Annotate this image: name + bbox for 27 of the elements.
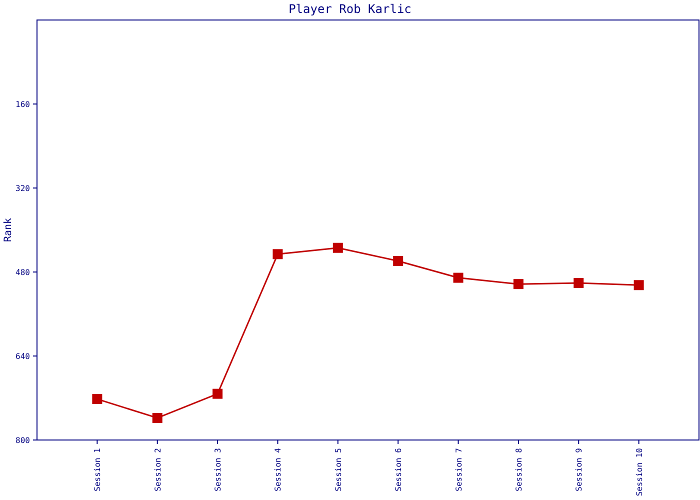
y-tick-label: 160 [16,100,30,109]
point [272,249,283,260]
x-tick-label: Session 5 [334,448,343,492]
x-tick-label: Session 2 [153,448,162,492]
y-tick-label: 480 [16,268,30,277]
point [393,256,404,266]
x-tick-label: Session 3 [214,448,223,492]
point [634,280,644,290]
point [332,242,343,253]
x-tick-label: Session 6 [394,448,404,492]
x-tick-label: Session 10 [634,448,644,496]
x-tick-label: Session 1 [93,448,102,492]
point [212,388,223,399]
point [92,394,102,404]
point [574,278,584,288]
point [453,272,464,283]
y-axis-title: Rank [3,218,14,242]
x-tick-label: Session 9 [574,448,584,492]
y-tick-label: 320 [16,184,30,193]
x-tick-label: Session 8 [514,448,524,492]
chart-title: Player Rob Karlic [288,2,412,16]
point [152,412,162,423]
point [513,279,524,290]
y-tick-label: 640 [16,352,30,361]
y-tick-label: 800 [16,436,30,445]
x-tick-label: Session 7 [454,448,464,492]
x-tick-label: Session 4 [274,448,283,492]
